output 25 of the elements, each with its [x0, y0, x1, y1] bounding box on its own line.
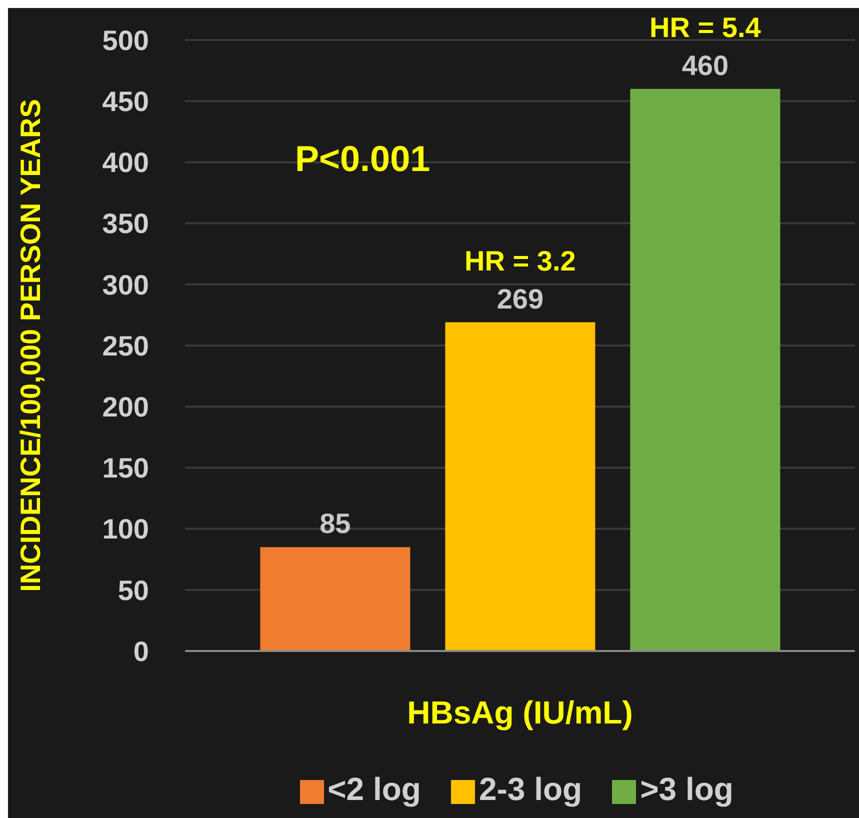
- data-label: 460: [682, 50, 729, 81]
- bar: [445, 322, 596, 651]
- y-tick-label: 150: [102, 452, 149, 484]
- y-tick-label: 350: [102, 208, 149, 240]
- annotation: P<0.001: [295, 138, 430, 180]
- y-axis-title: INCIDENCE/100,000 PERSON YEARS: [14, 99, 46, 592]
- legend-label: >3 log: [640, 771, 734, 807]
- legend-label: <2 log: [328, 771, 421, 807]
- data-label: 269: [496, 283, 544, 314]
- y-tick-label: 300: [102, 269, 149, 300]
- y-tick-label: 50: [118, 574, 149, 606]
- y-tick-label: 0: [133, 636, 149, 667]
- data-label: 85: [320, 508, 351, 540]
- y-tick-label: 250: [102, 330, 149, 362]
- annotation: HR = 5.4: [650, 12, 762, 43]
- y-tick-label: 450: [102, 86, 149, 118]
- legend-label: 2-3 log: [478, 771, 582, 807]
- y-tick-label: 500: [102, 24, 149, 56]
- y-tick-label: 100: [102, 514, 149, 545]
- y-tick-label: 400: [102, 147, 149, 178]
- bar: [260, 547, 410, 651]
- y-tick-label: 200: [102, 392, 149, 423]
- bar: [630, 88, 780, 651]
- x-axis-title: HBsAg (IU/mL): [407, 694, 633, 731]
- annotation: HR = 3.2: [464, 245, 576, 276]
